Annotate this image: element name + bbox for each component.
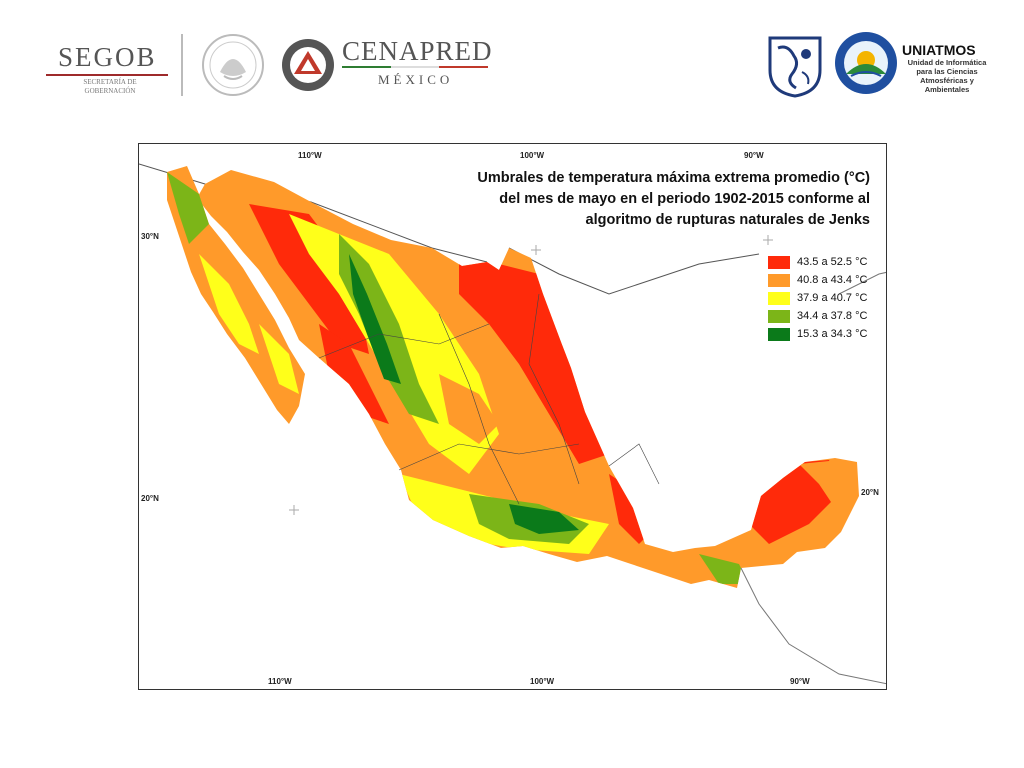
mexico-temperature-map-graphic: [139, 163, 886, 685]
graticule-marks: [289, 235, 773, 515]
cenapred-wordmark: CENAPRED: [342, 36, 493, 66]
map-title: Umbrales de temperatura máxima extrema p…: [410, 168, 870, 231]
legend-swatch: [768, 328, 790, 341]
left-tick-30n: 30°N: [141, 232, 159, 241]
header-divider: [181, 34, 183, 96]
map-title-line2: del mes de mayo en el periodo 1902-2015 …: [499, 191, 870, 207]
bottom-tick-110w: 110°W: [268, 677, 292, 686]
bottom-tick-90w: 90°W: [790, 677, 810, 686]
segob-subtitle: SECRETARÍA DE GOBERNACIÓN: [80, 78, 140, 96]
cenapred-tricolor-line: [342, 66, 488, 68]
legend-swatch: [768, 256, 790, 269]
centro-ciencias-atmosfera-logo-icon: [835, 32, 897, 94]
legend-label: 15.3 a 34.3 °C: [797, 328, 868, 340]
legend-label: 40.8 a 43.4 °C: [797, 274, 868, 286]
unam-shield-icon: [768, 36, 822, 98]
central-america-line: [740, 567, 886, 685]
legend-swatch: [768, 292, 790, 305]
uniatmos-subtitle: Unidad de Informática para las Ciencias …: [907, 58, 987, 94]
gulf-coast-line: [508, 247, 760, 295]
legend-label: 43.5 a 52.5 °C: [797, 256, 868, 268]
state-boundaries: [318, 293, 660, 505]
bottom-tick-100w: 100°W: [530, 677, 555, 686]
segob-tricolor-line: [46, 74, 168, 76]
left-tick-20n: 20°N: [141, 494, 159, 503]
uniatmos-title: UNIATMOS: [902, 42, 976, 58]
segob-subtitle-line2: GOBERNACIÓN: [84, 87, 136, 95]
temperature-map: [138, 143, 887, 690]
cuba-outline: [838, 271, 886, 295]
top-tick-100w: 100°W: [520, 151, 545, 160]
map-title-line1: Umbrales de temperatura máxima extrema p…: [477, 170, 870, 186]
right-tick-20n: 20°N: [861, 488, 879, 497]
legend-swatch: [768, 274, 790, 287]
legend-swatch: [768, 310, 790, 323]
top-tick-90w: 90°W: [744, 151, 764, 160]
mexico-coat-of-arms-icon: [202, 34, 264, 96]
legend-label: 37.9 a 40.7 °C: [797, 292, 868, 304]
cenapred-triangle-logo-icon: [282, 39, 334, 91]
legend-label: 34.4 a 37.8 °C: [797, 310, 868, 322]
cenapred-subtitle: MÉXICO: [378, 72, 454, 87]
top-tick-110w: 110°W: [298, 151, 322, 160]
segob-wordmark: SEGOB: [58, 42, 157, 72]
map-title-line3: algoritmo de rupturas naturales de Jenks: [585, 212, 870, 228]
segob-subtitle-line1: SECRETARÍA DE: [83, 78, 137, 86]
